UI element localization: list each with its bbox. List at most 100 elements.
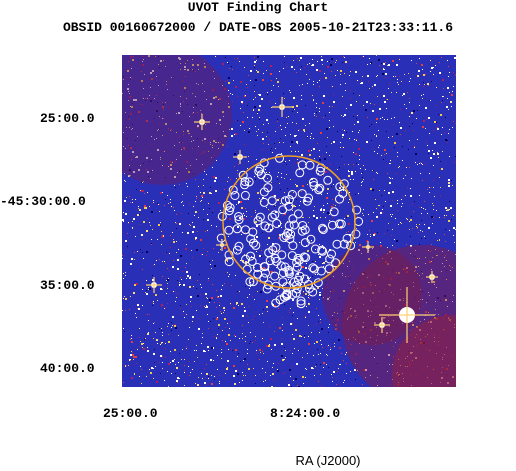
noise-pixel (329, 214, 330, 215)
noise-pixel (449, 319, 451, 321)
noise-pixel (359, 130, 360, 131)
noise-pixel (394, 147, 395, 148)
noise-pixel (158, 64, 159, 65)
source-marker (296, 296, 306, 306)
noise-pixel (365, 169, 366, 170)
noise-pixel (323, 205, 324, 206)
noise-pixel (418, 301, 419, 302)
noise-pixel (399, 59, 400, 60)
noise-pixel (444, 234, 445, 235)
noise-pixel (443, 329, 444, 330)
source-marker (335, 194, 344, 204)
noise-pixel (188, 133, 189, 134)
noise-pixel (332, 86, 333, 87)
noise-pixel (323, 297, 324, 298)
noise-pixel (248, 131, 250, 133)
noise-pixel (203, 179, 204, 180)
noise-pixel (396, 324, 397, 325)
noise-pixel (126, 127, 127, 128)
noise-pixel (448, 109, 449, 110)
noise-pixel (339, 205, 340, 206)
noise-pixel (154, 322, 155, 323)
noise-pixel (431, 216, 433, 218)
noise-pixel (260, 283, 261, 284)
source-marker (296, 299, 306, 309)
noise-pixel (206, 373, 208, 375)
noise-pixel (230, 304, 231, 305)
noise-pixel (208, 378, 209, 379)
noise-pixel (159, 259, 160, 260)
noise-pixel (325, 115, 326, 116)
noise-pixel (439, 217, 440, 218)
noise-pixel (348, 276, 349, 277)
noise-pixel (173, 120, 174, 121)
noise-pixel (183, 311, 184, 312)
noise-pixel (371, 220, 373, 222)
noise-pixel (273, 85, 274, 86)
noise-pixel (376, 76, 377, 77)
noise-pixel (355, 153, 357, 155)
noise-pixel (392, 310, 393, 311)
source-marker (299, 252, 309, 262)
noise-pixel (387, 230, 388, 231)
noise-pixel (387, 247, 388, 248)
noise-pixel (128, 84, 129, 85)
noise-pixel (248, 306, 249, 307)
noise-pixel (362, 56, 363, 57)
noise-pixel (132, 59, 134, 61)
noise-pixel (279, 277, 280, 278)
noise-pixel (405, 130, 406, 131)
noise-pixel (331, 206, 333, 208)
noise-pixel (144, 339, 145, 340)
noise-pixel (376, 340, 377, 341)
noise-pixel (356, 101, 357, 102)
noise-pixel (236, 302, 238, 304)
noise-pixel (385, 261, 387, 263)
noise-pixel (421, 220, 422, 221)
noise-pixel (440, 195, 441, 196)
noise-pixel (263, 61, 264, 62)
noise-pixel (302, 118, 304, 120)
noise-pixel (268, 123, 269, 124)
noise-pixel (322, 288, 323, 289)
noise-pixel (157, 102, 158, 103)
noise-pixel (311, 367, 313, 369)
noise-pixel (122, 255, 123, 256)
noise-pixel (204, 368, 205, 369)
noise-pixel (395, 218, 396, 219)
noise-pixel (128, 61, 129, 62)
noise-pixel (383, 317, 385, 319)
noise-pixel (266, 306, 268, 308)
sky-image[interactable] (122, 55, 456, 387)
source-marker (240, 180, 250, 190)
noise-pixel (342, 129, 343, 130)
source-marker (284, 201, 294, 211)
noise-pixel (173, 260, 174, 261)
noise-pixel (292, 315, 293, 316)
noise-pixel (396, 133, 398, 135)
noise-pixel (412, 228, 413, 229)
noise-pixel (317, 287, 319, 289)
noise-pixel (450, 266, 451, 267)
noise-pixel (187, 186, 188, 187)
noise-pixel (262, 232, 263, 233)
noise-pixel (203, 185, 204, 186)
noise-pixel (256, 251, 257, 252)
noise-pixel (445, 229, 446, 230)
noise-pixel (180, 285, 181, 286)
noise-pixel (350, 179, 351, 180)
source-marker (352, 205, 362, 215)
noise-pixel (132, 354, 134, 356)
noise-pixel (302, 266, 304, 268)
noise-pixel (356, 139, 357, 140)
noise-pixel (124, 296, 125, 297)
noise-pixel (350, 371, 351, 372)
noise-pixel (159, 123, 160, 124)
noise-pixel (323, 248, 324, 249)
noise-pixel (269, 101, 270, 102)
noise-pixel (208, 350, 209, 351)
noise-pixel (334, 290, 335, 291)
source-marker (292, 280, 302, 290)
noise-pixel (322, 64, 323, 65)
noise-pixel (449, 265, 450, 266)
